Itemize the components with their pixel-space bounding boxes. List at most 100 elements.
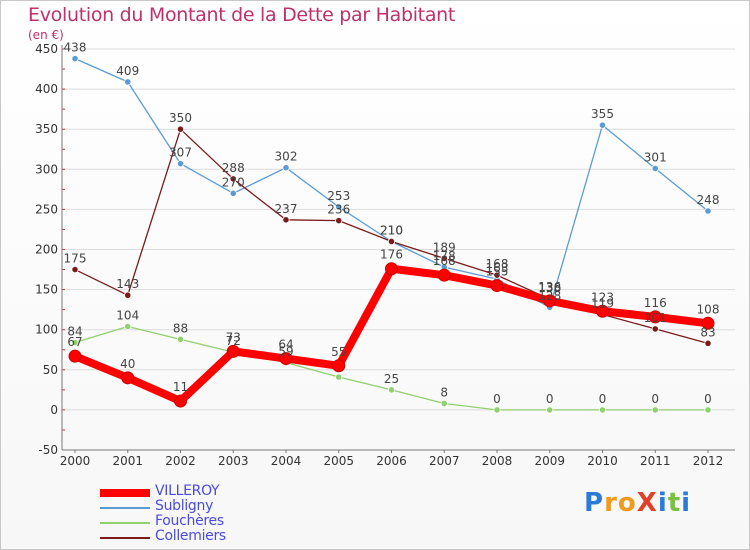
logo-letter: o: [617, 488, 637, 518]
data-label-subligny: 248: [697, 193, 720, 207]
data-label-collemiers: 175: [64, 252, 87, 266]
data-label-villeroy: 40: [120, 357, 135, 371]
legend-label: Collemiers: [155, 528, 226, 544]
x-tick-label: 2011: [640, 454, 671, 468]
data-label-subligny: 270: [222, 175, 245, 189]
data-label-fouch-res: 0: [493, 392, 501, 406]
data-point-subligny: [229, 189, 237, 197]
logo-letter: i: [681, 488, 692, 518]
legend-swatch: [100, 507, 150, 509]
data-label-villeroy: 136: [538, 280, 561, 294]
data-label-villeroy: 168: [433, 254, 456, 268]
data-label-subligny: 409: [116, 64, 139, 78]
data-point-collemiers: [493, 271, 501, 279]
data-point-fouch-res: [176, 335, 185, 343]
y-tick-label: 0: [50, 403, 58, 417]
data-label-fouch-res: 88: [173, 321, 188, 335]
data-label-fouch-res: 72: [226, 334, 241, 348]
data-label-villeroy: 67: [67, 335, 82, 349]
y-tick-label: 250: [35, 202, 58, 216]
data-label-subligny: 302: [275, 150, 298, 164]
data-label-villeroy: 176: [380, 248, 403, 262]
chart-title: Evolution du Montant de la Dette par Hab…: [28, 4, 456, 26]
data-label-subligny: 163: [486, 261, 509, 275]
data-point-subligny: [124, 78, 132, 86]
data-point-fouch-res: [598, 406, 607, 414]
data-point-fouch-res: [704, 406, 712, 414]
legend-item-collemiers: Collemiers: [100, 528, 300, 546]
data-label-villeroy: 64: [278, 338, 293, 352]
series-group: [68, 55, 715, 414]
data-point-collemiers: [335, 217, 343, 225]
data-point-villeroy: [68, 349, 82, 363]
data-point-subligny: [651, 164, 659, 173]
data-point-fouch-res: [387, 386, 396, 394]
data-label-fouch-res: 0: [599, 392, 607, 406]
data-point-subligny: [335, 203, 343, 211]
legend-swatch: [100, 522, 150, 524]
legend-swatch: [100, 489, 150, 497]
data-point-fouch-res: [493, 406, 501, 414]
data-label-collemiers: 237: [275, 202, 298, 216]
data-label-collemiers: 119: [591, 296, 614, 310]
data-label-fouch-res: 84: [67, 325, 82, 339]
logo-letter: P: [584, 488, 605, 518]
data-label-subligny: 178: [433, 249, 456, 263]
data-label-villeroy: 55: [331, 345, 346, 359]
x-tick-label: 2009: [534, 454, 565, 468]
x-tick-label: 2008: [482, 454, 513, 468]
x-tick-label: 2007: [429, 454, 460, 468]
data-point-fouch-res: [124, 322, 132, 331]
data-label-fouch-res: 25: [384, 372, 399, 386]
legend-label: Subligny: [155, 498, 214, 514]
data-point-villeroy: [596, 304, 609, 318]
data-label-subligny: 253: [327, 189, 350, 203]
data-point-fouch-res: [335, 373, 343, 381]
data-label-collemiers: 143: [116, 277, 139, 291]
data-point-collemiers: [124, 291, 132, 299]
data-label-villeroy: 116: [644, 296, 667, 310]
data-point-subligny: [704, 207, 712, 215]
legend-label: VILLEROY: [155, 483, 220, 499]
x-tick-label: 2012: [693, 454, 724, 468]
data-label-fouch-res: 104: [116, 308, 139, 322]
y-tick-label: 400: [35, 82, 58, 96]
data-point-subligny: [176, 160, 185, 168]
y-tick-label: 200: [35, 243, 58, 257]
data-label-collemiers: 288: [222, 161, 245, 175]
data-label-collemiers: 189: [433, 240, 456, 254]
data-label-subligny: 128: [538, 289, 561, 303]
y-tick-label: -50: [38, 443, 58, 457]
y-tick-label: 350: [35, 122, 58, 136]
x-tick-label: 2004: [271, 454, 302, 468]
logo-letter: r: [604, 488, 618, 518]
y-tick-label: 150: [35, 283, 58, 297]
data-label-fouch-res: 0: [651, 392, 659, 406]
logo-letter: t: [667, 488, 682, 518]
data-point-villeroy: [490, 279, 504, 293]
y-tick-label: 100: [35, 323, 58, 337]
data-point-villeroy: [279, 352, 293, 366]
chart-subtitle: (en €): [28, 28, 64, 42]
data-point-collemiers: [651, 325, 659, 333]
data-point-villeroy: [226, 344, 240, 358]
x-tick-label: 2000: [60, 454, 91, 468]
legend-label: Fouchères: [155, 513, 224, 529]
data-point-subligny: [598, 121, 607, 129]
data-point-subligny: [71, 55, 79, 63]
data-point-villeroy: [701, 316, 715, 330]
data-label-villeroy: 73: [226, 330, 241, 344]
data-label-collemiers: 210: [380, 223, 403, 237]
data-label-subligny: 210: [380, 223, 403, 237]
data-point-villeroy: [437, 268, 451, 282]
legend-item-fouch-res: Fouchères: [100, 513, 300, 531]
x-tick-label: 2003: [218, 454, 249, 468]
y-tick-label: 450: [35, 42, 58, 56]
data-label-villeroy: 108: [697, 302, 720, 316]
data-label-subligny: 307: [169, 146, 192, 160]
data-point-fouch-res: [440, 399, 448, 408]
data-label-fouch-res: 0: [704, 392, 712, 406]
data-point-collemiers: [229, 175, 237, 183]
data-point-collemiers: [387, 237, 396, 246]
x-tick-label: 2001: [112, 454, 143, 468]
